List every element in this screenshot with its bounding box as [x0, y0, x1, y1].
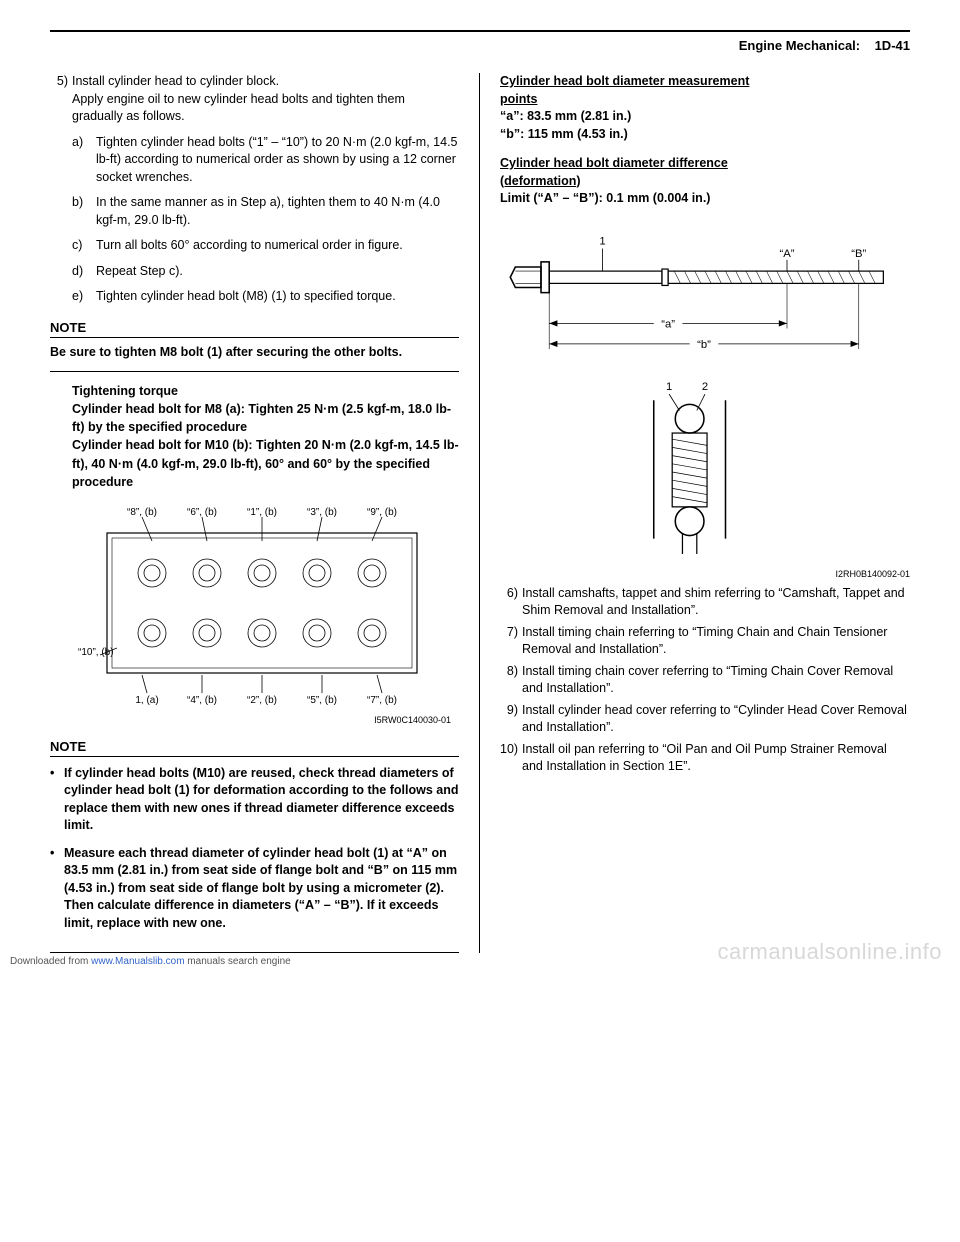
step-title: Install cylinder head to cylinder block.	[72, 73, 459, 91]
step-desc: Apply engine oil to new cylinder head bo…	[72, 91, 459, 126]
right-column: Cylinder head bolt diameter measurement …	[480, 73, 910, 953]
svg-text:“b”: “b”	[697, 338, 711, 350]
svg-text:“A”: “A”	[779, 247, 794, 259]
spec-value: “a”: 83.5 mm (2.81 in.)	[500, 108, 910, 126]
torque-line: Cylinder head bolt for M10 (b): Tighten …	[72, 436, 459, 490]
torque-title: Tightening torque	[72, 382, 459, 400]
watermark: carmanualsonline.info	[717, 939, 942, 965]
torque-block: Tightening torque Cylinder head bolt for…	[72, 382, 459, 491]
step-5: 5) Install cylinder head to cylinder blo…	[50, 73, 459, 126]
svg-text:“7”, (b): “7”, (b)	[367, 695, 397, 706]
note-heading: NOTE	[50, 320, 459, 338]
spec-heading: Cylinder head bolt diameter difference	[500, 155, 910, 173]
bolt-measurement-diagram: 1 “A” “B” “a”	[500, 226, 910, 569]
spec-heading: points	[500, 91, 910, 109]
section-title: Engine Mechanical:	[739, 38, 860, 53]
page-header: Engine Mechanical: 1D-41	[50, 38, 910, 53]
bolt-order-diagram: “8”, (b) “6”, (b) “1”, (b) “3”, (b) “9”,…	[72, 503, 442, 713]
step-number: 5)	[50, 73, 72, 126]
svg-text:“4”, (b): “4”, (b)	[187, 695, 217, 706]
svg-text:“8”, (b): “8”, (b)	[127, 507, 157, 518]
torque-line: Cylinder head bolt for M8 (a): Tighten 2…	[72, 400, 459, 436]
step-10: 10) Install oil pan referring to “Oil Pa…	[500, 741, 910, 776]
svg-text:“1”, (b): “1”, (b)	[247, 507, 277, 518]
svg-text:“9”, (b): “9”, (b)	[367, 507, 397, 518]
left-column: 5) Install cylinder head to cylinder blo…	[50, 73, 480, 953]
svg-text:“B”: “B”	[851, 247, 866, 259]
substep-c: c) Turn all bolts 60° according to numer…	[72, 237, 459, 255]
substep-e: e) Tighten cylinder head bolt (M8) (1) t…	[72, 288, 459, 306]
substep-d: d) Repeat Step c).	[72, 263, 459, 281]
svg-text:1, (a): 1, (a)	[135, 695, 158, 706]
spec-value: Limit (“A” – “B”): 0.1 mm (0.004 in.)	[500, 190, 910, 208]
step-9: 9) Install cylinder head cover referring…	[500, 702, 910, 737]
page-number: 1D-41	[875, 38, 910, 53]
figure-id: I2RH0B140092-01	[500, 569, 910, 579]
step-6: 6) Install camshafts, tappet and shim re…	[500, 585, 910, 620]
svg-text:“10”, (b): “10”, (b)	[78, 647, 114, 658]
spec-heading: (deformation)	[500, 173, 910, 191]
svg-text:2: 2	[702, 381, 708, 393]
step-7: 7) Install timing chain referring to “Ti…	[500, 624, 910, 659]
substep-a: a) Tighten cylinder head bolts (“1” – “1…	[72, 134, 459, 187]
spec-value: “b”: 115 mm (4.53 in.)	[500, 126, 910, 144]
figure-id: I5RW0C140030-01	[50, 715, 451, 725]
step-8: 8) Install timing chain cover referring …	[500, 663, 910, 698]
svg-text:“5”, (b): “5”, (b)	[307, 695, 337, 706]
note-body: Be sure to tighten M8 bolt (1) after sec…	[50, 344, 459, 373]
bullet-item: • If cylinder head bolts (M10) are reuse…	[50, 765, 459, 835]
footer-link[interactable]: www.Manualslib.com	[91, 956, 184, 967]
footer: Downloaded from www.Manualslib.com manua…	[10, 956, 291, 967]
svg-text:1: 1	[666, 381, 672, 393]
note-heading: NOTE	[50, 739, 459, 757]
bullet-item: • Measure each thread diameter of cylind…	[50, 845, 459, 933]
svg-text:“2”, (b): “2”, (b)	[247, 695, 277, 706]
note-bullets: • If cylinder head bolts (M10) are reuse…	[50, 765, 459, 954]
svg-text:1: 1	[599, 235, 605, 247]
svg-text:“3”, (b): “3”, (b)	[307, 507, 337, 518]
svg-text:“a”: “a”	[661, 318, 675, 330]
substep-b: b) In the same manner as in Step a), tig…	[72, 194, 459, 229]
spec-heading: Cylinder head bolt diameter measurement	[500, 73, 910, 91]
svg-text:“6”, (b): “6”, (b)	[187, 507, 217, 518]
